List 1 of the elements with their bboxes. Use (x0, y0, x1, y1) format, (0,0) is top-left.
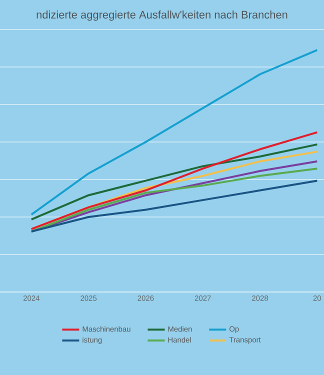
chart-title: ndizierte aggregierte Ausfallw'keiten nach Branchen (36, 10, 288, 21)
